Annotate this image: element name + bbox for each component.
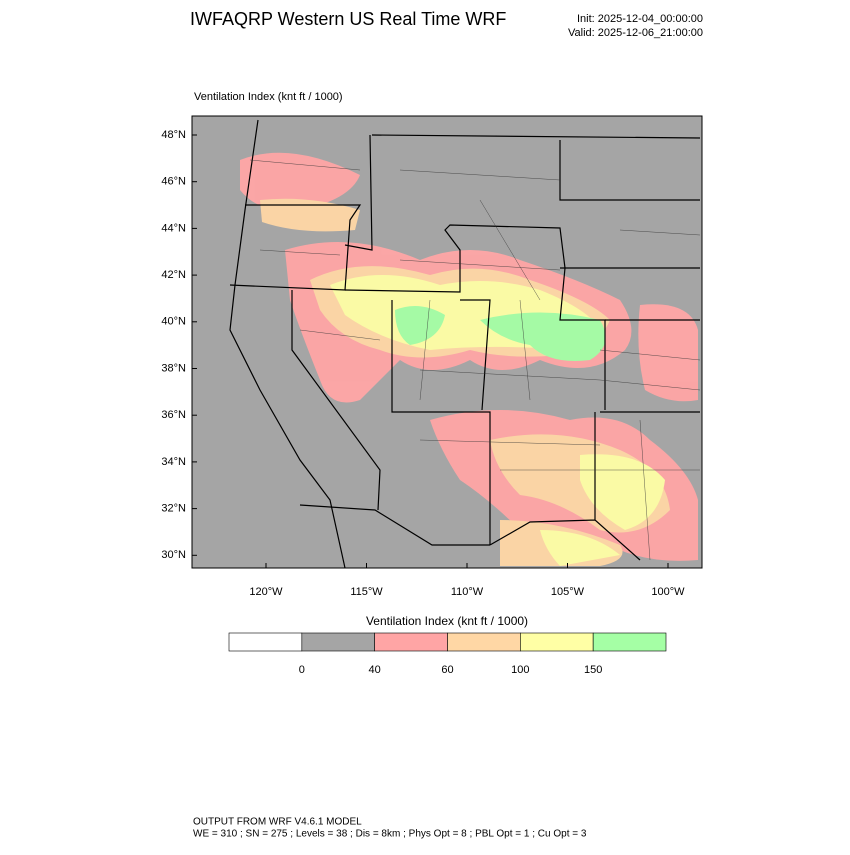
lat-label: 46°N <box>161 176 186 188</box>
colorbar-label: 0 <box>299 664 305 676</box>
lon-label: 120°W <box>249 586 283 598</box>
colorbar-label: 150 <box>584 664 602 676</box>
init-time: Init: 2025-12-04_00:00:00 <box>577 13 703 25</box>
lat-label: 48°N <box>161 129 186 141</box>
lon-label: 105°W <box>551 586 585 598</box>
lat-label: 32°N <box>161 503 186 515</box>
state-borders <box>229 119 701 569</box>
lat-label: 40°N <box>161 316 186 328</box>
lat-label: 30°N <box>161 549 186 561</box>
colorbar-label: 100 <box>511 664 529 676</box>
lon-label: 115°W <box>350 586 383 598</box>
latitude-labels: 48°N 46°N 44°N 42°N 40°N 38°N 36°N 34°N 32°N 30°N <box>161 129 197 561</box>
colorbar-box <box>301 632 375 652</box>
footer-line-1: OUTPUT FROM WRF V4.6.1 MODEL <box>193 817 362 828</box>
lon-label: 100°W <box>651 586 685 598</box>
colorbar-title: Ventilation Index (knt ft / 1000) <box>366 614 528 628</box>
colorbar-label: 60 <box>441 664 453 676</box>
lat-label: 42°N <box>161 269 186 281</box>
lat-label: 38°N <box>161 362 186 374</box>
footer-line-2: WE = 310 ; SN = 275 ; Levels = 38 ; Dis … <box>193 829 587 840</box>
map <box>191 115 703 569</box>
colorbar-label: 40 <box>369 664 381 676</box>
title: IWFAQRP Western US Real Time WRF <box>190 9 506 29</box>
valid-time: Valid: 2025-12-06_21:00:00 <box>568 27 703 39</box>
colorbar: 0 40 60 100 150 <box>228 632 667 676</box>
colorbar-box <box>447 632 521 652</box>
county-borders <box>249 159 701 561</box>
longitude-labels: 120°W 115°W 110°W 105°W 100°W <box>249 563 685 598</box>
lat-label: 36°N <box>161 409 186 421</box>
colorbar-box <box>228 632 303 652</box>
colorbar-box <box>520 632 594 652</box>
colorbar-box <box>592 632 667 652</box>
lat-label: 44°N <box>161 222 186 234</box>
lon-label: 110°W <box>451 586 484 598</box>
field-label: Ventilation Index (knt ft / 1000) <box>194 91 343 103</box>
colorbar-box <box>374 632 448 652</box>
lat-label: 34°N <box>161 456 186 468</box>
